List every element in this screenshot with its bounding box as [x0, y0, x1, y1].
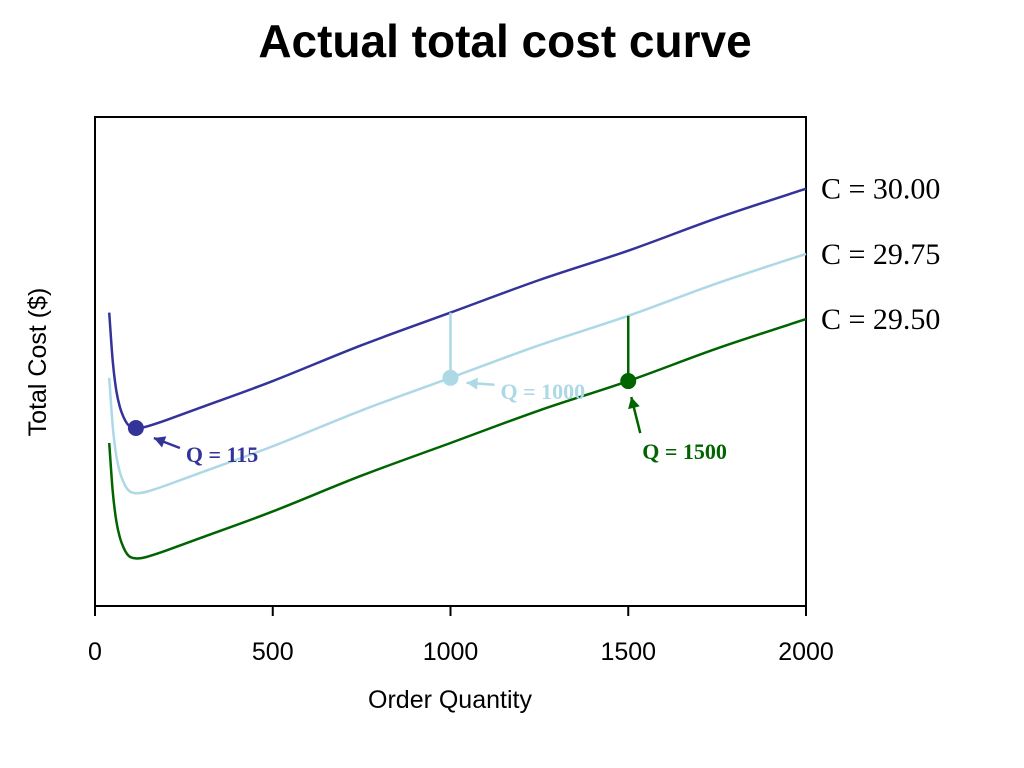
x-tick-label-3: 1500: [600, 638, 656, 666]
x-tick-label-4: 2000: [778, 638, 834, 666]
annotation-label-1: Q = 1000: [501, 379, 586, 404]
x-tick-label-0: 0: [88, 638, 102, 666]
point-marker-1: [442, 369, 459, 386]
series-label-1: C = 29.75: [821, 238, 940, 271]
annotation-label-0: Q = 115: [186, 442, 258, 467]
annotation-arrowhead-0: [153, 436, 167, 448]
point-marker-2: [620, 373, 637, 390]
chart-title: Actual total cost curve: [258, 15, 752, 67]
series-labels: C = 30.00 C = 29.75 C = 29.50: [821, 173, 940, 336]
x-tick-label-1: 500: [252, 638, 294, 666]
annotation-arrowhead-1: [466, 377, 478, 390]
series-line-0: [107, 187, 807, 430]
annotation-arrowhead-2: [628, 397, 640, 410]
x-axis-label: Order Quantity: [368, 686, 532, 714]
x-ticks: 0 500 1000 1500 2000: [88, 606, 834, 666]
series-label-2: C = 29.50: [821, 303, 940, 336]
series-layer: [107, 187, 807, 560]
series-line-1: [107, 252, 807, 495]
series-line-2: [107, 317, 807, 560]
x-tick-label-2: 1000: [423, 638, 479, 666]
annotation-label-2: Q = 1500: [642, 439, 727, 464]
y-axis-label: Total Cost ($): [24, 288, 52, 437]
markers-layer: Q = 115 Q = 1000 Q = 1500: [127, 312, 727, 467]
point-marker-0: [127, 420, 144, 437]
series-label-0: C = 30.00: [821, 173, 940, 206]
